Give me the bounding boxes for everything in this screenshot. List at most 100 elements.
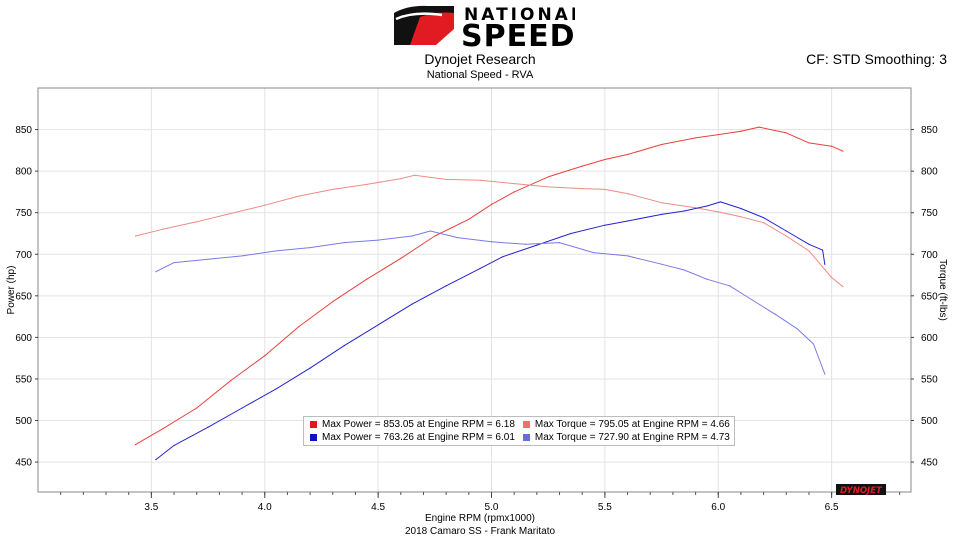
x-tick-label-4: 5.5 [598,502,612,513]
point-torque-run2-18 [706,278,708,280]
point-power-run1-18 [694,137,697,139]
point-power-run2-10 [479,267,481,269]
point-torque-run1-24 [831,276,833,279]
point-power-run2-18 [706,205,708,207]
series-line-torque-run2 [155,230,826,375]
point-power-run1-3 [230,380,232,382]
point-torque-run1-5 [298,195,300,197]
y2-tick-label-1: 500 [921,416,938,427]
point-torque-run2-16 [660,263,663,265]
chart-caption: 2018 Camaro SS - Frank Maritato [404,526,556,537]
point-torque-run1-22 [785,235,787,237]
point-torque-run2-15 [626,255,629,257]
point-torque-run2-8 [411,235,413,237]
point-torque-run1-1 [162,228,164,230]
point-power-run2-2 [207,426,209,428]
legend-swatch-power-run1 [310,421,317,428]
point-power-run2-1 [173,444,175,447]
legend-text-power-run2: Max Power = 763.26 at Engine RPM = 6.01 [322,432,515,443]
point-torque-run2-3 [241,255,243,257]
point-torque-run2-14 [592,251,595,254]
point-power-run2-23 [808,243,810,245]
point-torque-run1-13 [547,186,549,188]
point-torque-run1-17 [660,202,663,204]
point-torque-run1-7 [366,183,368,186]
point-power-run1-14 [581,165,583,167]
legend-text-power-run1: Max Power = 853.05 at Engine RPM = 6.18 [322,419,515,430]
point-power-run1-8 [400,257,402,260]
point-torque-run2-2 [207,258,209,260]
legend-swatch-torque-run2 [522,434,530,441]
y2-tick-label-7: 800 [921,167,938,178]
point-torque-run2-21 [774,313,776,315]
series-line-torque-run1 [135,174,844,288]
x-tick-label-3: 5.0 [485,502,499,513]
legend-item-power-run2: Max Power = 763.26 at Engine RPM = 6.01 [308,431,515,444]
point-power-run1-1 [162,428,164,430]
point-torque-run1-9 [413,174,416,176]
point-power-run2-21 [763,217,765,219]
point-power-run2-4 [275,388,277,390]
point-power-run2-6 [343,345,345,347]
legend-item-torque-run2: Max Torque = 727.90 at Engine RPM = 4.73 [521,431,730,444]
point-torque-run1-0 [134,235,137,237]
x-tick-label-6: 6.5 [825,502,839,513]
point-torque-run2-17 [683,269,685,271]
legend-text-torque-run1: Max Torque = 795.05 at Engine RPM = 4.66 [534,419,730,430]
point-power-run2-5 [309,367,311,369]
point-torque-run1-14 [581,187,583,190]
point-power-run1-9 [434,235,436,237]
series-line-power-run2 [155,201,826,460]
y-tick-label-2: 550 [15,374,32,385]
chart-title: Dynojet Research [424,51,536,67]
point-torque-run2-10 [456,237,459,239]
point-power-run2-25 [824,263,826,265]
point-power-run2-17 [683,210,685,212]
y2-tick-label-5: 700 [921,250,938,261]
legend-item-power-run1: Max Power = 853.05 at Engine RPM = 6.18 [308,418,515,431]
series-line-power-run1 [135,126,844,446]
legend-row-2: Max Power = 763.26 at Engine RPM = 6.01 … [308,431,730,444]
chart-legend: Max Power = 853.05 at Engine RPM = 6.18 … [303,416,735,446]
y-tick-label-6: 750 [15,208,32,219]
point-power-run2-3 [241,407,243,409]
legend-row-1: Max Power = 853.05 at Engine RPM = 6.18 … [308,418,730,431]
y2-tick-label-4: 650 [921,291,938,302]
y2-axis-ticks: 450 500 550 600 650 700 750 800 850 [911,125,938,469]
point-power-run2-14 [604,224,606,226]
point-power-run2-11 [502,256,504,258]
y2-tick-label-0: 450 [921,458,938,469]
point-torque-run1-12 [513,182,515,185]
x-tick-label-1: 4.0 [258,502,272,513]
y2-tick-label-8: 850 [921,125,938,136]
point-power-run1-4 [264,355,266,357]
legend-text-torque-run2: Max Torque = 727.90 at Engine RPM = 4.73 [534,432,730,443]
point-power-run2-12 [536,244,538,246]
y-axis-ticks: 450 500 550 600 650 700 750 800 850 [15,125,38,469]
point-torque-run1-20 [740,216,742,218]
point-torque-run1-19 [717,211,719,213]
point-power-run1-24 [831,145,833,147]
point-power-run1-25 [842,150,844,152]
point-power-run1-5 [298,325,300,328]
point-torque-run1-3 [230,212,232,215]
point-torque-run2-7 [377,239,379,241]
point-torque-run1-21 [763,222,765,224]
y-tick-label-5: 700 [15,250,32,261]
x-axis-ticks: 3.5 4.0 4.5 5.0 5.5 6.0 6.5 [144,492,839,513]
series-layer [134,126,844,461]
grid-lines [38,88,911,492]
dynojet-watermark: DYNOJET [836,484,886,495]
y2-tick-label-6: 750 [921,208,938,219]
y-tick-label-4: 650 [15,291,32,302]
point-torque-run1-16 [626,192,629,195]
point-torque-run1-25 [842,286,844,288]
point-power-run1-10 [468,218,470,220]
point-power-run1-0 [134,444,137,446]
point-power-run1-11 [490,203,493,205]
legend-swatch-torque-run1 [522,421,530,428]
logo-graphic: NATIONAL SPEED [394,5,582,54]
y-tick-label-7: 800 [15,167,32,178]
y2-tick-label-2: 550 [921,374,938,385]
